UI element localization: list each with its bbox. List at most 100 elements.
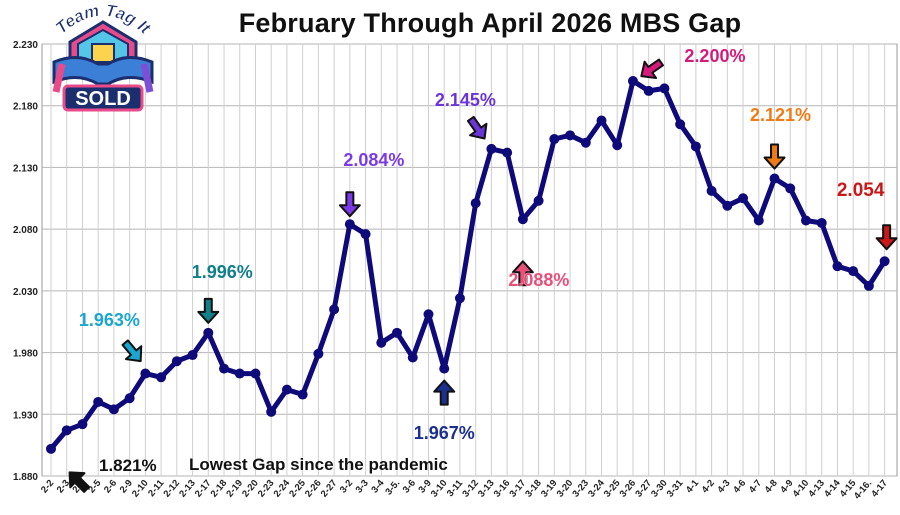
x-tick-label: 3-4 [369, 477, 387, 495]
annotation-label-2088: 2.088% [508, 270, 569, 290]
data-point [690, 141, 701, 152]
x-tick-label: 2-12 [161, 478, 182, 500]
data-point [643, 85, 654, 96]
data-point [171, 356, 182, 367]
plot-area [41, 43, 898, 477]
y-tick-label: 2.030 [13, 287, 38, 298]
data-point [800, 215, 811, 226]
data-point [454, 293, 465, 304]
data-point [203, 327, 214, 338]
data-point [266, 406, 277, 417]
data-point [407, 352, 418, 363]
x-tick-label: 4-13 [806, 478, 827, 500]
x-tick-label: 2-13 [177, 478, 198, 500]
x-tick-label: 2-18 [209, 478, 230, 500]
data-point [596, 115, 607, 126]
x-tick-label: 4-3 [715, 478, 732, 496]
data-point [61, 425, 72, 436]
data-point [423, 309, 434, 320]
data-point [250, 368, 261, 379]
arrow-2145 [466, 115, 488, 140]
chart-title: February Through April 2026 MBS Gap [238, 8, 742, 38]
arrow-low-point [68, 471, 91, 493]
x-tick-label: 3-10 [429, 478, 450, 500]
y-tick-label: 1.930 [13, 410, 38, 421]
y-tick-label: 2.180 [13, 102, 38, 113]
data-point [46, 443, 56, 454]
data-point [753, 215, 764, 226]
annotation-label-2200: 2.200% [684, 46, 745, 66]
annotation-label-2084: 2.084% [343, 150, 404, 170]
x-tick-label: 2-23 [256, 478, 277, 500]
x-tick-label: 4-2 [700, 478, 717, 496]
y-tick-label: 2.080 [13, 225, 38, 236]
data-point [219, 363, 230, 374]
x-tick-label: 3-16 [492, 478, 513, 500]
x-tick-label: 4-17 [869, 478, 890, 500]
x-tick-label: 3-6 [401, 478, 418, 496]
data-point [549, 134, 560, 145]
data-point [659, 83, 670, 94]
x-tick-label: 3-18 [523, 478, 544, 500]
x-tick-label: 3-20 [555, 478, 576, 500]
arrow-2200 [640, 58, 664, 80]
arrow-2084 [338, 191, 361, 218]
x-tick-label: 3-2 [338, 478, 355, 496]
y-tick-label: 2.230 [13, 40, 38, 51]
data-point [722, 200, 733, 211]
data-point [376, 337, 387, 348]
data-point [360, 229, 371, 240]
data-point [108, 404, 119, 415]
arrow-1967 [433, 379, 456, 406]
annotation-label-1963: 1.963% [79, 310, 140, 330]
data-point [832, 261, 843, 272]
x-tick-label: 3-13 [476, 478, 497, 500]
data-point [156, 372, 167, 383]
data-point [392, 327, 403, 338]
data-point [769, 173, 780, 184]
annotation-label-lowest: 1.821% [99, 456, 157, 475]
x-tick-label: 3-19 [539, 478, 560, 500]
annotation-label-1967: 1.967% [414, 423, 475, 443]
data-point [502, 147, 513, 158]
x-tick-label: 4-10 [791, 478, 812, 500]
y-tick-label: 2.130 [13, 163, 38, 174]
data-point [612, 140, 623, 151]
data-point [470, 198, 481, 209]
logo-sold-text: SOLD [75, 88, 131, 110]
x-tick-label: 2-20 [240, 478, 261, 500]
data-point [706, 185, 717, 196]
data-point [738, 193, 749, 204]
x-tick-label: 2-19 [224, 478, 245, 500]
x-tick-label: 3-30 [649, 478, 670, 500]
data-point [580, 137, 591, 148]
y-tick-label: 1.880 [13, 472, 38, 483]
data-point [297, 389, 308, 400]
annotation-text-lowest-gap: Lowest Gap since the pandemic [189, 455, 448, 474]
x-tick-label: 2-26 [303, 478, 324, 500]
data-point [848, 266, 859, 277]
arrow-1963 [121, 339, 143, 363]
x-tick-label: 3-27 [633, 478, 654, 500]
arrow-2054 [875, 224, 898, 251]
data-point [439, 363, 450, 374]
data-point [187, 350, 198, 361]
annotation-label-2121: 2.121% [750, 105, 811, 125]
arrow-2121 [763, 143, 786, 170]
data-point [863, 280, 874, 291]
data-point [879, 256, 890, 267]
data-point [344, 219, 355, 230]
x-tick-label: 3-12 [460, 478, 481, 500]
data-point [785, 183, 796, 194]
data-point [124, 393, 135, 404]
data-point [517, 214, 528, 225]
annotation-label-2145: 2.145% [435, 90, 496, 110]
data-point [140, 368, 151, 379]
data-point [77, 419, 88, 430]
data-point [533, 195, 544, 206]
data-point [627, 76, 638, 87]
x-tick-label: 2-10 [130, 478, 151, 500]
data-point [93, 396, 104, 407]
x-tick-label: 3-23 [570, 478, 591, 500]
annotation-label-1996: 1.996% [192, 262, 253, 282]
